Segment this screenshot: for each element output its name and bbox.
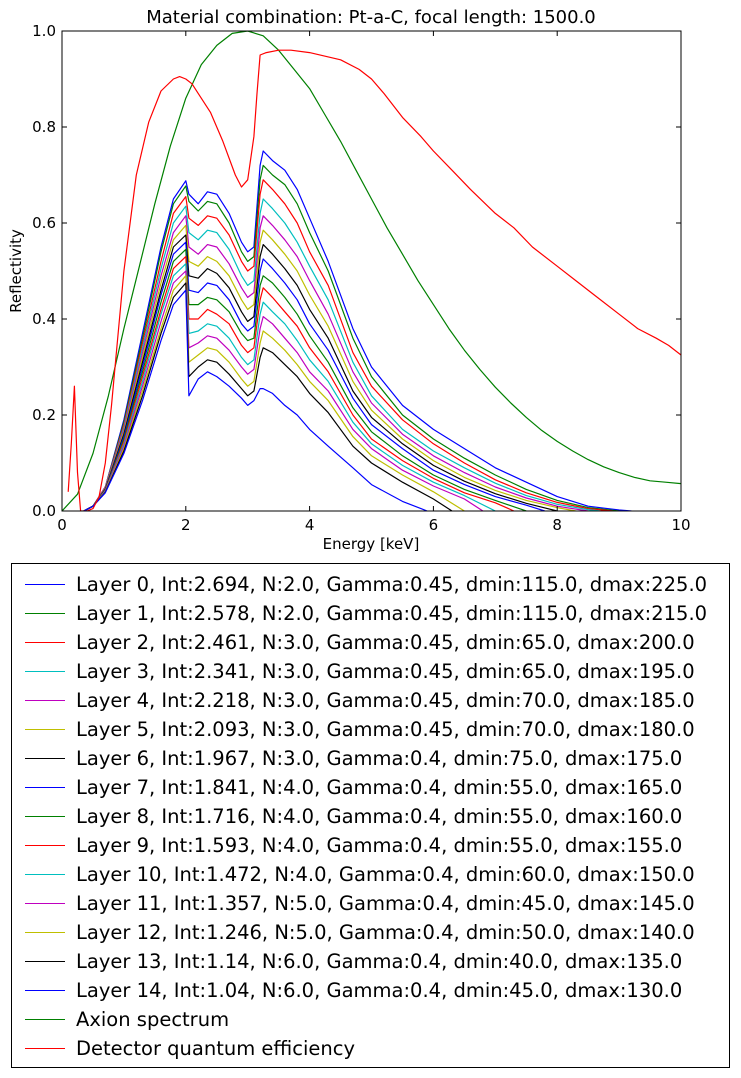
legend-entry: Layer 4, Int:2.218, N:3.0, Gamma:0.45, d… xyxy=(12,687,729,715)
series-line-9 xyxy=(83,256,515,511)
legend-entry: Layer 13, Int:1.14, N:6.0, Gamma:0.4, dm… xyxy=(12,948,729,976)
legend-label: Detector quantum efficiency xyxy=(76,1037,356,1060)
x-tick-label: 6 xyxy=(429,516,439,534)
legend-label: Layer 7, Int:1.841, N:4.0, Gamma:0.4, dm… xyxy=(76,776,683,799)
series-line-10 xyxy=(83,263,496,511)
legend-swatch xyxy=(25,700,65,701)
legend-label: Layer 12, Int:1.246, N:5.0, Gamma:0.4, d… xyxy=(76,921,695,944)
legend-swatch xyxy=(25,787,65,788)
legend-label: Layer 13, Int:1.14, N:6.0, Gamma:0.4, dm… xyxy=(76,950,683,973)
legend-label: Axion spectrum xyxy=(76,1008,230,1031)
legend-label: Layer 0, Int:2.694, N:2.0, Gamma:0.45, d… xyxy=(76,573,708,596)
legend-swatch xyxy=(25,903,65,904)
legend-label: Layer 8, Int:1.716, N:4.0, Gamma:0.4, dm… xyxy=(76,805,683,828)
series-layer xyxy=(62,31,681,511)
legend-label: Layer 9, Int:1.593, N:4.0, Gamma:0.4, dm… xyxy=(76,834,683,857)
legend-swatch xyxy=(25,932,65,933)
series-line-11 xyxy=(83,270,484,511)
series-line-13 xyxy=(83,282,453,511)
legend-label: Layer 14, Int:1.04, N:6.0, Gamma:0.4, dm… xyxy=(76,979,683,1002)
series-line-5 xyxy=(83,224,576,511)
legend-label: Layer 4, Int:2.218, N:3.0, Gamma:0.45, d… xyxy=(76,689,695,712)
legend-entry: Layer 10, Int:1.472, N:4.0, Gamma:0.4, d… xyxy=(12,861,729,889)
legend-entry: Layer 5, Int:2.093, N:3.0, Gamma:0.45, d… xyxy=(12,716,729,744)
legend-entry: Layer 8, Int:1.716, N:4.0, Gamma:0.4, dm… xyxy=(12,803,729,831)
legend-swatch xyxy=(25,729,65,730)
series-line-3 xyxy=(83,198,601,511)
x-tick-label: 2 xyxy=(181,516,191,534)
series-line-4 xyxy=(83,215,589,511)
legend-swatch xyxy=(25,961,65,962)
y-tick-label: 0.8 xyxy=(32,118,56,136)
legend-entry: Layer 3, Int:2.341, N:3.0, Gamma:0.45, d… xyxy=(12,658,729,686)
chart-legend: Layer 0, Int:2.694, N:2.0, Gamma:0.45, d… xyxy=(11,563,730,1068)
series-line-1 xyxy=(83,164,620,511)
legend-entry: Layer 7, Int:1.841, N:4.0, Gamma:0.4, dm… xyxy=(12,774,729,802)
legend-swatch xyxy=(25,816,65,817)
y-tick-label: 0.0 xyxy=(32,502,56,520)
legend-entry: Layer 14, Int:1.04, N:6.0, Gamma:0.4, dm… xyxy=(12,977,729,1005)
legend-label: Layer 2, Int:2.461, N:3.0, Gamma:0.45, d… xyxy=(76,631,695,654)
tick-layer: 0 2 4 6 8 10 0.0 0.2 0.4 0.6 0.8 1.0 xyxy=(32,22,690,534)
legend-swatch xyxy=(25,758,65,759)
legend-entry: Detector quantum efficiency xyxy=(12,1035,729,1063)
legend-label: Layer 10, Int:1.472, N:4.0, Gamma:0.4, d… xyxy=(76,863,695,886)
x-axis-label: Energy [keV] xyxy=(323,535,420,553)
series-line-8 xyxy=(83,248,527,511)
y-tick-label: 0.2 xyxy=(32,406,56,424)
legend-label: Layer 3, Int:2.341, N:3.0, Gamma:0.45, d… xyxy=(76,660,695,683)
legend-label: Layer 5, Int:2.093, N:3.0, Gamma:0.45, d… xyxy=(76,718,695,741)
series-line-15 xyxy=(62,31,681,511)
series-line-12 xyxy=(83,275,465,511)
legend-entry: Axion spectrum xyxy=(12,1006,729,1034)
legend-swatch xyxy=(25,1019,65,1020)
legend-entry: Layer 11, Int:1.357, N:5.0, Gamma:0.4, d… xyxy=(12,890,729,918)
legend-swatch xyxy=(25,874,65,875)
legend-swatch xyxy=(25,1048,65,1049)
legend-swatch xyxy=(25,642,65,643)
legend-label: Layer 6, Int:1.967, N:3.0, Gamma:0.4, dm… xyxy=(76,747,683,770)
legend-swatch xyxy=(25,613,65,614)
legend-entry: Layer 2, Int:2.461, N:3.0, Gamma:0.45, d… xyxy=(12,629,729,657)
series-line-14 xyxy=(83,289,428,511)
legend-swatch xyxy=(25,845,65,846)
x-tick-label: 0 xyxy=(57,516,67,534)
y-tick-label: 0.6 xyxy=(32,214,56,232)
legend-entry: Layer 1, Int:2.578, N:2.0, Gamma:0.45, d… xyxy=(12,600,729,628)
plot-area-frame xyxy=(61,30,682,512)
legend-swatch xyxy=(25,990,65,991)
legend-swatch xyxy=(25,671,65,672)
series-line-6 xyxy=(83,234,558,511)
legend-entry: Layer 0, Int:2.694, N:2.0, Gamma:0.45, d… xyxy=(12,571,729,599)
legend-label: Layer 11, Int:1.357, N:5.0, Gamma:0.4, d… xyxy=(76,892,695,915)
series-line-2 xyxy=(83,179,613,511)
x-tick-label: 8 xyxy=(552,516,562,534)
y-tick-label: 1.0 xyxy=(32,22,56,40)
x-tick-label: 10 xyxy=(671,516,690,534)
legend-label: Layer 1, Int:2.578, N:2.0, Gamma:0.45, d… xyxy=(76,602,708,625)
legend-entry: Layer 9, Int:1.593, N:4.0, Gamma:0.4, dm… xyxy=(12,832,729,860)
reflectivity-chart: Material combination: Pt-a-C, focal leng… xyxy=(7,7,691,553)
legend-entry: Layer 12, Int:1.246, N:5.0, Gamma:0.4, d… xyxy=(12,919,729,947)
series-line-0 xyxy=(83,150,632,511)
series-line-16 xyxy=(67,49,681,511)
legend-swatch xyxy=(25,584,65,585)
series-line-7 xyxy=(83,241,545,511)
y-tick-label: 0.4 xyxy=(32,310,56,328)
chart-title: Material combination: Pt-a-C, focal leng… xyxy=(146,7,596,28)
y-axis-label: Reflectivity xyxy=(7,229,25,313)
x-tick-label: 4 xyxy=(305,516,315,534)
legend-entry: Layer 6, Int:1.967, N:3.0, Gamma:0.4, dm… xyxy=(12,745,729,773)
